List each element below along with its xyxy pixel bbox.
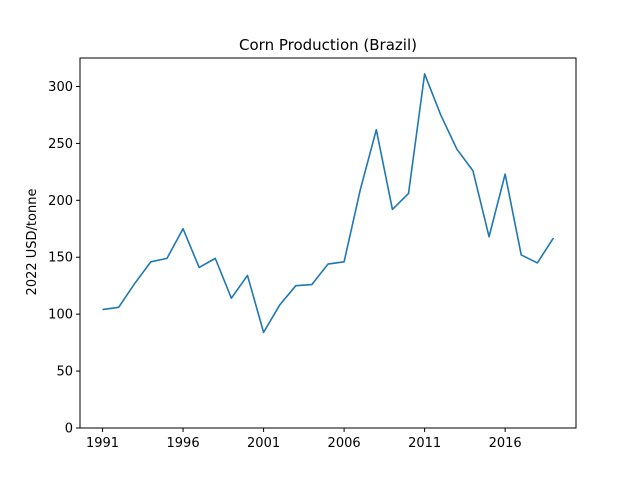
y-tick-label: 50	[56, 365, 73, 380]
data-point	[440, 114, 442, 116]
data-point	[101, 308, 103, 310]
plot-frame	[79, 57, 577, 429]
data-point	[166, 257, 168, 259]
data-point	[359, 189, 361, 191]
data-point	[472, 170, 474, 172]
data-point	[262, 331, 264, 333]
data-point	[391, 208, 393, 210]
data-point	[278, 304, 280, 306]
y-tick-label: 0	[65, 422, 73, 437]
data-point	[407, 192, 409, 194]
data-point	[456, 148, 458, 150]
y-tick-label: 200	[48, 194, 73, 209]
x-tick-label: 2016	[489, 436, 522, 451]
y-tick-label: 250	[48, 137, 73, 152]
data-point	[552, 237, 554, 239]
data-point	[504, 173, 506, 175]
data-point	[214, 257, 216, 259]
data-point	[343, 261, 345, 263]
x-tick-label: 1996	[167, 436, 200, 451]
y-tick-label: 300	[48, 80, 73, 95]
x-tick-label: 2001	[247, 436, 280, 451]
data-point	[117, 306, 119, 308]
series-line	[102, 73, 555, 334]
data-point	[182, 228, 184, 230]
data-point	[295, 284, 297, 286]
y-axis-label: 2022 USD/tonne	[25, 189, 40, 296]
y-tick-label: 150	[48, 251, 73, 266]
data-point	[311, 283, 313, 285]
data-point	[150, 261, 152, 263]
data-point	[536, 262, 538, 264]
y-axis: 0 50 100 150 200 250 300	[48, 80, 80, 437]
x-axis: 1991 1996 2001 2006 2011 2016	[86, 428, 522, 451]
x-tick-label: 1991	[86, 436, 119, 451]
series-layer	[101, 73, 555, 334]
x-tick-label: 2011	[408, 436, 441, 451]
data-point	[327, 263, 329, 265]
data-point	[134, 282, 136, 284]
chart-title: Corn Production (Brazil)	[239, 36, 417, 54]
data-point	[230, 297, 232, 299]
data-point	[198, 266, 200, 268]
data-point	[423, 73, 425, 75]
x-tick-label: 2006	[328, 436, 361, 451]
data-point	[520, 254, 522, 256]
data-point	[375, 129, 377, 131]
y-tick-label: 100	[48, 308, 73, 323]
data-point	[488, 236, 490, 238]
data-point	[246, 274, 248, 276]
